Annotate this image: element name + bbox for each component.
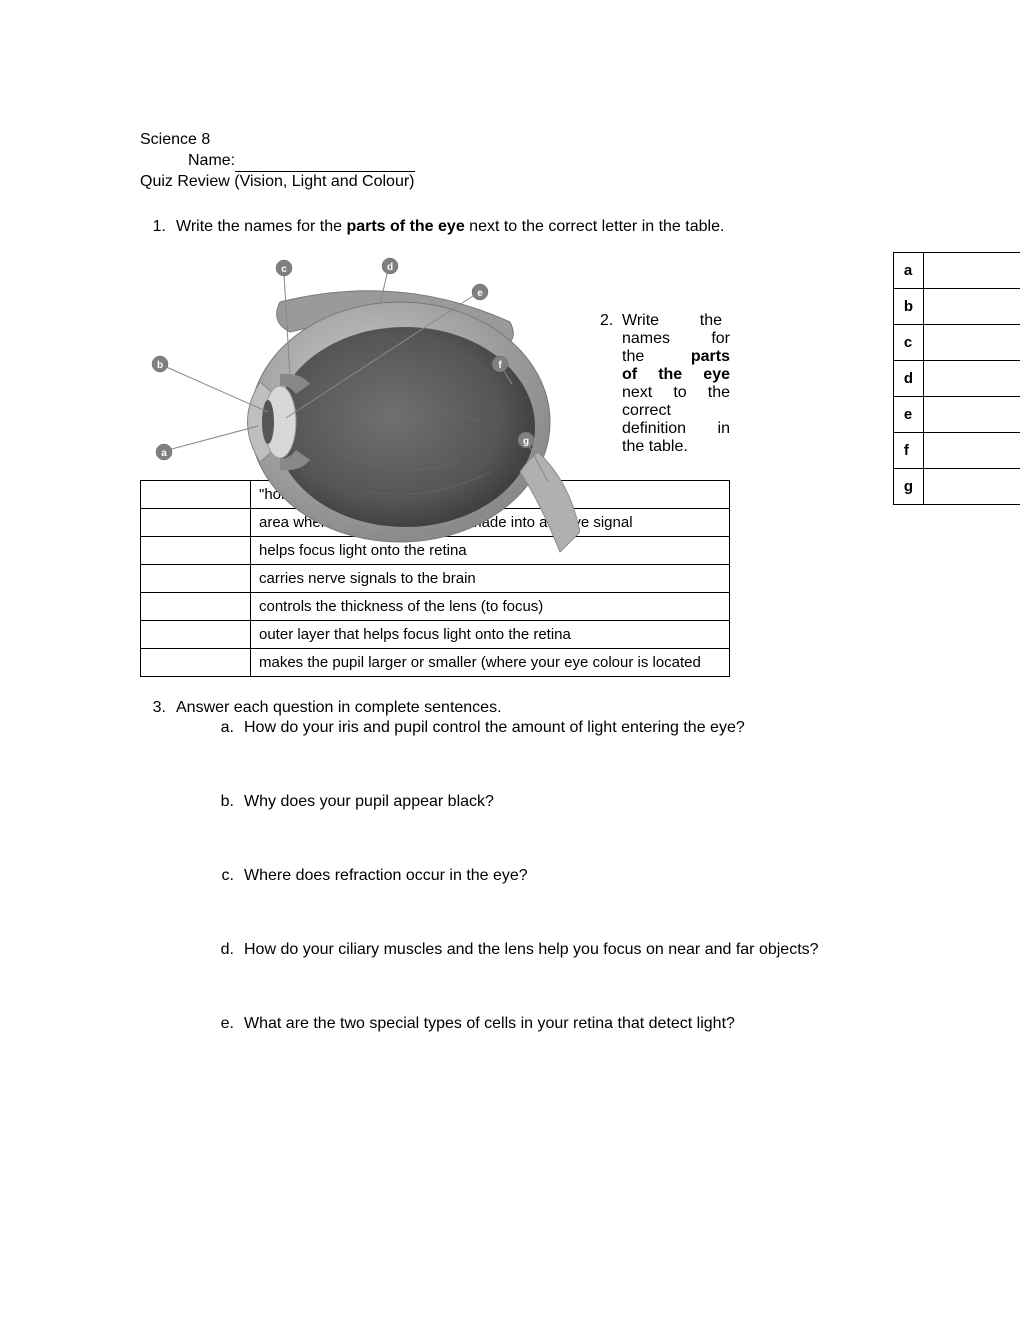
- q2-number: 2.: [600, 312, 622, 330]
- leader-b: [164, 366, 268, 412]
- table-row: c: [893, 325, 1020, 361]
- q1-number: 1.: [140, 218, 176, 236]
- row-label: d: [893, 361, 923, 397]
- q2-line: Write the: [622, 312, 722, 330]
- table-row: b: [893, 289, 1020, 325]
- table-row: a: [893, 253, 1020, 289]
- label-f: f: [492, 356, 508, 372]
- def-text: controls the thickness of the lens (to f…: [251, 593, 730, 621]
- subtitle: Quiz Review (Vision, Light and Colour): [140, 172, 880, 193]
- row-label: f: [893, 433, 923, 469]
- table-row: controls the thickness of the lens (to f…: [141, 593, 730, 621]
- eye-optic-nerve: [520, 452, 580, 552]
- row-label: g: [893, 469, 923, 505]
- eye-diagram: a b c d e f g: [140, 252, 580, 482]
- row-answer: [924, 433, 1020, 469]
- svg-text:e: e: [477, 288, 483, 299]
- row-answer: [924, 361, 1020, 397]
- svg-text:a: a: [161, 448, 167, 459]
- q2-line: the parts: [600, 348, 730, 366]
- def-blank: [141, 649, 251, 677]
- q3-sub-e: e. What are the two special types of cel…: [176, 1015, 880, 1033]
- q1-bold: parts of the eye: [346, 218, 464, 235]
- q3-sub-a: a. How do your iris and pupil control th…: [176, 719, 880, 737]
- q3-text: Answer each question in complete sentenc…: [176, 699, 880, 717]
- q3-sub-d: d. How do your ciliary muscles and the l…: [176, 941, 880, 959]
- def-blank: [141, 621, 251, 649]
- sub-letter: d.: [176, 941, 244, 959]
- svg-text:c: c: [281, 264, 287, 275]
- letter-table: a b c d e f g: [893, 252, 1020, 505]
- svg-text:d: d: [387, 262, 393, 273]
- sub-text: How do your iris and pupil control the a…: [244, 719, 880, 737]
- sub-text: How do your ciliary muscles and the lens…: [244, 941, 880, 959]
- q3-sub-b: b. Why does your pupil appear black?: [176, 793, 880, 811]
- label-e: e: [472, 284, 488, 300]
- table-row: d: [893, 361, 1020, 397]
- svg-text:b: b: [157, 360, 163, 371]
- table-row: e: [893, 397, 1020, 433]
- question-1: 1. Write the names for the parts of the …: [140, 218, 880, 236]
- q3-sub-c: c. Where does refraction occur in the ey…: [176, 867, 880, 885]
- eye-svg: a b c d e f g: [140, 252, 580, 572]
- label-c: c: [276, 260, 292, 276]
- course-title: Science 8: [140, 130, 880, 151]
- sub-letter: c.: [176, 867, 244, 885]
- q1-text: Write the names for the parts of the eye…: [176, 218, 880, 236]
- q1-pre: Write the names for the: [176, 218, 346, 235]
- table-row: makes the pupil larger or smaller (where…: [141, 649, 730, 677]
- label-d: d: [382, 258, 398, 274]
- leader-a: [168, 426, 258, 450]
- sub-letter: b.: [176, 793, 244, 811]
- row-answer: [924, 325, 1020, 361]
- question-3: 3. Answer each question in complete sent…: [140, 699, 880, 1033]
- row-label: e: [893, 397, 923, 433]
- def-blank: [141, 593, 251, 621]
- q2-line: the table.: [600, 438, 730, 456]
- row-answer: [924, 253, 1020, 289]
- label-a: a: [156, 444, 172, 460]
- sub-text: Why does your pupil appear black?: [244, 793, 880, 811]
- question-2: 2.Write the names for the parts of the e…: [600, 312, 730, 456]
- name-label: Name:: [188, 152, 235, 169]
- row-label: c: [893, 325, 923, 361]
- q2-line: of the eye: [600, 366, 730, 384]
- name-line: Name:: [140, 151, 880, 172]
- def-text: makes the pupil larger or smaller (where…: [251, 649, 730, 677]
- row-answer: [924, 289, 1020, 325]
- def-text: outer layer that helps focus light onto …: [251, 621, 730, 649]
- row-answer: [924, 397, 1020, 433]
- table-row: g: [893, 469, 1020, 505]
- sub-letter: a.: [176, 719, 244, 737]
- table-row: outer layer that helps focus light onto …: [141, 621, 730, 649]
- q1-post: next to the correct letter in the table.: [465, 218, 725, 235]
- row-answer: [924, 469, 1020, 505]
- sub-text: Where does refraction occur in the eye?: [244, 867, 880, 885]
- sub-text: What are the two special types of cells …: [244, 1015, 880, 1033]
- svg-text:g: g: [523, 436, 529, 447]
- q2-line: definition in: [600, 420, 730, 438]
- q2-line: correct: [600, 402, 730, 420]
- q3-number: 3.: [140, 699, 176, 1033]
- row-label: a: [893, 253, 923, 289]
- sub-letter: e.: [176, 1015, 244, 1033]
- q2-line: names for: [600, 330, 730, 348]
- eye-iris: [262, 400, 274, 444]
- diagram-area: a b c d e f g 2.Write the names for the …: [140, 252, 880, 677]
- q2-line: next to the: [600, 384, 730, 402]
- table-row: f: [893, 433, 1020, 469]
- label-g: g: [518, 432, 534, 448]
- row-label: b: [893, 289, 923, 325]
- label-b: b: [152, 356, 168, 372]
